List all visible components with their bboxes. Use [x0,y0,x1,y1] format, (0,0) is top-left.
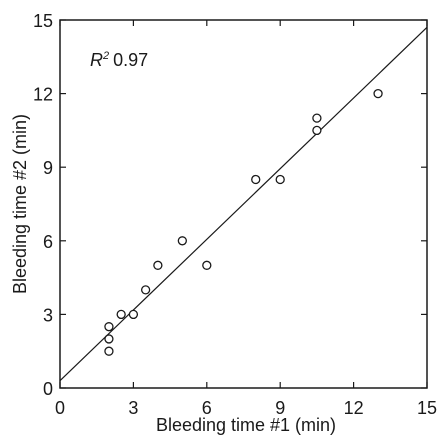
plot-frame-group [59,19,428,389]
x-tick-label: 15 [417,398,437,418]
data-point [275,174,285,185]
data-point [104,334,114,344]
y-axis-title: Bleeding time #2 (min) [10,114,30,294]
x-tick-label: 12 [344,398,364,418]
data-point [312,113,322,123]
x-axis-title: Bleeding time #1 (min) [156,415,336,435]
data-point [104,322,114,332]
r2-value: 0.97 [113,50,148,70]
y-ticks-group: 0 3 6 9 12 15 [33,11,427,399]
x-tick-label: 6 [202,398,212,418]
data-point [116,309,126,320]
data-point [373,88,383,99]
x-ticks-group: 0 3 6 9 12 15 [55,20,437,418]
x-tick-label: 9 [275,398,285,418]
data-point [128,309,139,320]
regression-line [59,26,428,382]
data-point [104,346,114,356]
data-point [312,125,322,136]
r2-annotation: R2 0.97 [90,50,148,70]
data-point [140,285,151,295]
x-tick-label: 0 [55,398,65,418]
r2-symbol: R [90,50,103,70]
y-tick-label: 15 [33,11,53,31]
y-tick-label: 12 [33,85,53,105]
fit-line-group [59,26,428,382]
x-tick-label: 3 [128,398,138,418]
data-point [153,260,163,270]
data-point [177,236,187,246]
y-tick-label: 3 [43,305,53,325]
points-group [104,88,383,356]
plot-frame [59,19,428,389]
data-point [202,260,212,270]
data-point [251,174,261,185]
y-tick-label: 9 [43,158,53,178]
r2-superscript: 2 [102,50,109,62]
y-tick-label: 6 [43,232,53,252]
y-tick-label: 0 [43,379,53,399]
